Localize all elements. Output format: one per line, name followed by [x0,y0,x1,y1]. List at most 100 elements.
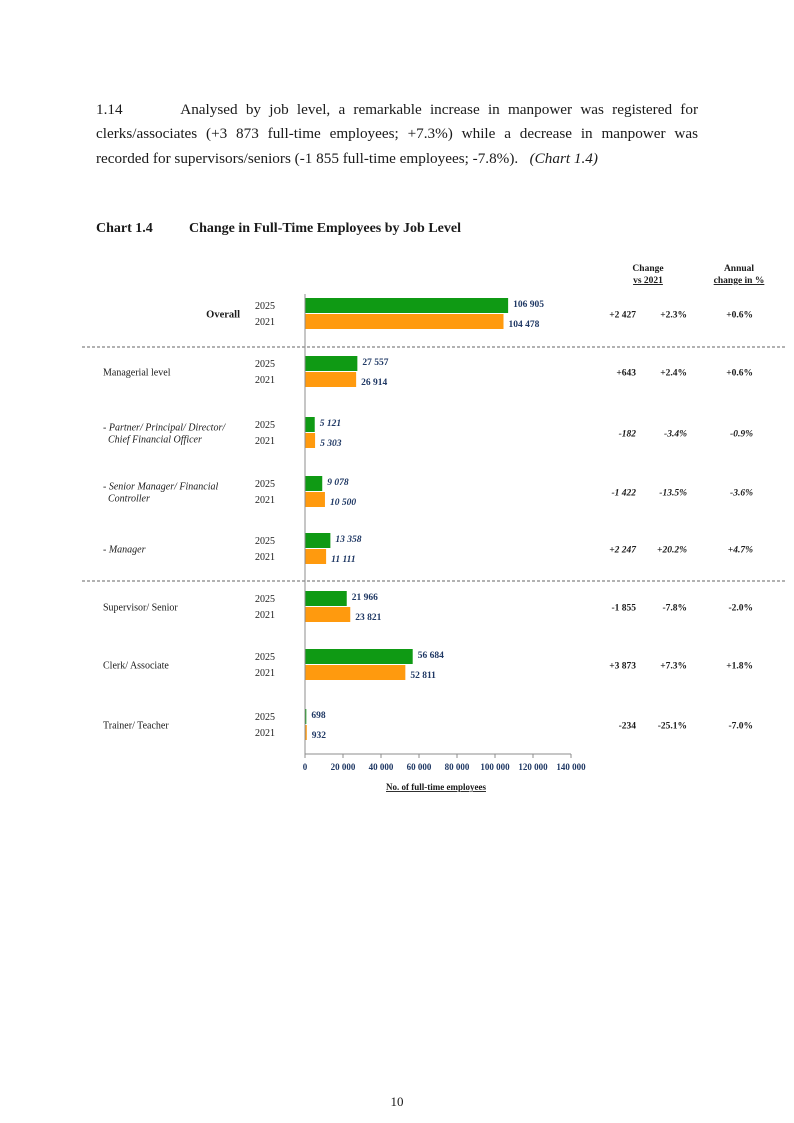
value-label-2025: 5 121 [320,419,341,429]
value-label-2021: 10 500 [330,498,356,508]
annual-change-percent: +1.8% [726,662,753,672]
annual-change-percent: -3.6% [730,489,753,499]
change-percent: -25.1% [658,722,687,732]
year-label-2021: 2021 [255,436,275,447]
value-label-2025: 27 557 [362,358,388,368]
annual-change-percent: +4.7% [728,546,753,556]
bar-2021 [305,725,307,740]
year-label-2025: 2025 [255,652,275,663]
category-label: Clerk/ Associate [103,661,169,672]
change-percent: -13.5% [659,489,687,499]
value-label-2025: 13 358 [335,535,361,545]
change-absolute: +2 427 [609,311,636,321]
year-label-2025: 2025 [255,479,275,490]
paragraph-1-14: 1.14 Analysed by job level, a remarkable… [96,98,698,171]
year-label-2025: 2025 [255,594,275,605]
bar-2025 [305,476,323,491]
value-label-2021: 23 821 [355,613,381,623]
year-label-2021: 2021 [255,375,275,386]
value-label-2025: 698 [311,711,326,721]
value-label-2021: 11 111 [331,555,356,565]
bar-2025 [305,356,358,371]
category-label: Controller [108,494,150,505]
value-label-2025: 9 078 [327,478,349,488]
bar-2021 [305,549,327,564]
category-label: - Manager [103,545,146,556]
year-label-2025: 2025 [255,536,275,547]
bar-2025 [305,533,331,548]
change-percent: -3.4% [664,430,687,440]
employees-by-job-level-chart: Change vs 2021 Annual change in % Overall 202… [82,264,786,792]
category-label: Supervisor/ Senior [103,603,178,614]
x-tick-label: 0 [303,762,308,772]
annual-change-percent: +0.6% [726,369,753,379]
x-tick-label: 20 000 [331,762,356,772]
change-absolute: -1 422 [611,489,636,499]
change-percent: +2.4% [660,369,687,379]
header-annual: Annual [724,264,754,274]
category-label: - Partner/ Principal/ Director/ [103,423,226,434]
value-label-2021: 932 [312,731,327,741]
x-tick-label: 40 000 [369,762,394,772]
change-percent: +2.3% [660,311,687,321]
year-label-2025: 2025 [255,420,275,431]
value-label-2021: 5 303 [320,439,342,449]
value-label-2021: 104 478 [509,320,540,330]
value-label-2021: 26 914 [361,378,387,388]
bar-2021 [305,314,504,329]
bar-2025 [305,417,315,432]
year-label-2021: 2021 [255,552,275,563]
x-axis-title: No. of full-time employees [386,782,486,792]
category-label: Managerial level [103,368,171,379]
bar-2021 [305,607,351,622]
year-label-2025: 2025 [255,359,275,370]
change-percent: +7.3% [660,662,687,672]
chart-number: Chart 1.4 [96,221,153,236]
bar-2021 [305,665,406,680]
year-label-2021: 2021 [255,495,275,506]
bar-2025 [305,298,509,313]
header-vs-2021: vs 2021 [633,276,663,286]
change-absolute: -1 855 [611,604,636,614]
chart-heading: Chart 1.4 Change in Full-Time Employees b… [96,221,461,237]
chart-reference: (Chart 1.4) [529,149,598,167]
bar-2025 [305,649,413,664]
x-tick-label: 140 000 [556,762,586,772]
x-tick-label: 60 000 [407,762,432,772]
year-label-2025: 2025 [255,712,275,723]
value-label-2025: 106 905 [513,300,544,310]
x-tick-label: 80 000 [445,762,470,772]
annual-change-percent: -0.9% [730,430,753,440]
annual-change-percent: -7.0% [728,722,753,732]
x-tick-label: 120 000 [518,762,548,772]
change-absolute: +643 [616,369,636,379]
year-label-2025: 2025 [255,301,275,312]
paragraph-text: Analysed by job level, a remarkable incr… [96,101,699,167]
annual-change-percent: +0.6% [726,311,753,321]
bar-2025 [305,591,347,606]
change-absolute: -182 [619,430,637,440]
category-label: Trainer/ Teacher [103,721,169,732]
value-label-2025: 56 684 [418,651,444,661]
change-percent: +20.2% [657,546,687,556]
year-label-2021: 2021 [255,317,275,328]
category-label: Chief Financial Officer [108,435,202,446]
chart-title: Change in Full-Time Employees by Job Lev… [189,221,461,236]
header-change: Change [632,264,663,274]
bar-2021 [305,372,357,387]
change-absolute: +2 247 [609,546,637,556]
paragraph-number: 1.14 [96,101,123,118]
change-absolute: -234 [619,722,637,732]
bar-2025 [305,709,307,724]
year-label-2021: 2021 [255,668,275,679]
header-change-in-pct: change in % [714,276,765,286]
category-label: Overall [206,310,240,321]
x-tick-label: 100 000 [480,762,510,772]
value-label-2021: 52 811 [410,671,436,681]
change-percent: -7.8% [662,604,687,614]
bar-2021 [305,492,325,507]
page-number: 10 [390,1094,404,1109]
year-label-2021: 2021 [255,610,275,621]
bar-2021 [305,433,316,448]
annual-change-percent: -2.0% [728,604,753,614]
